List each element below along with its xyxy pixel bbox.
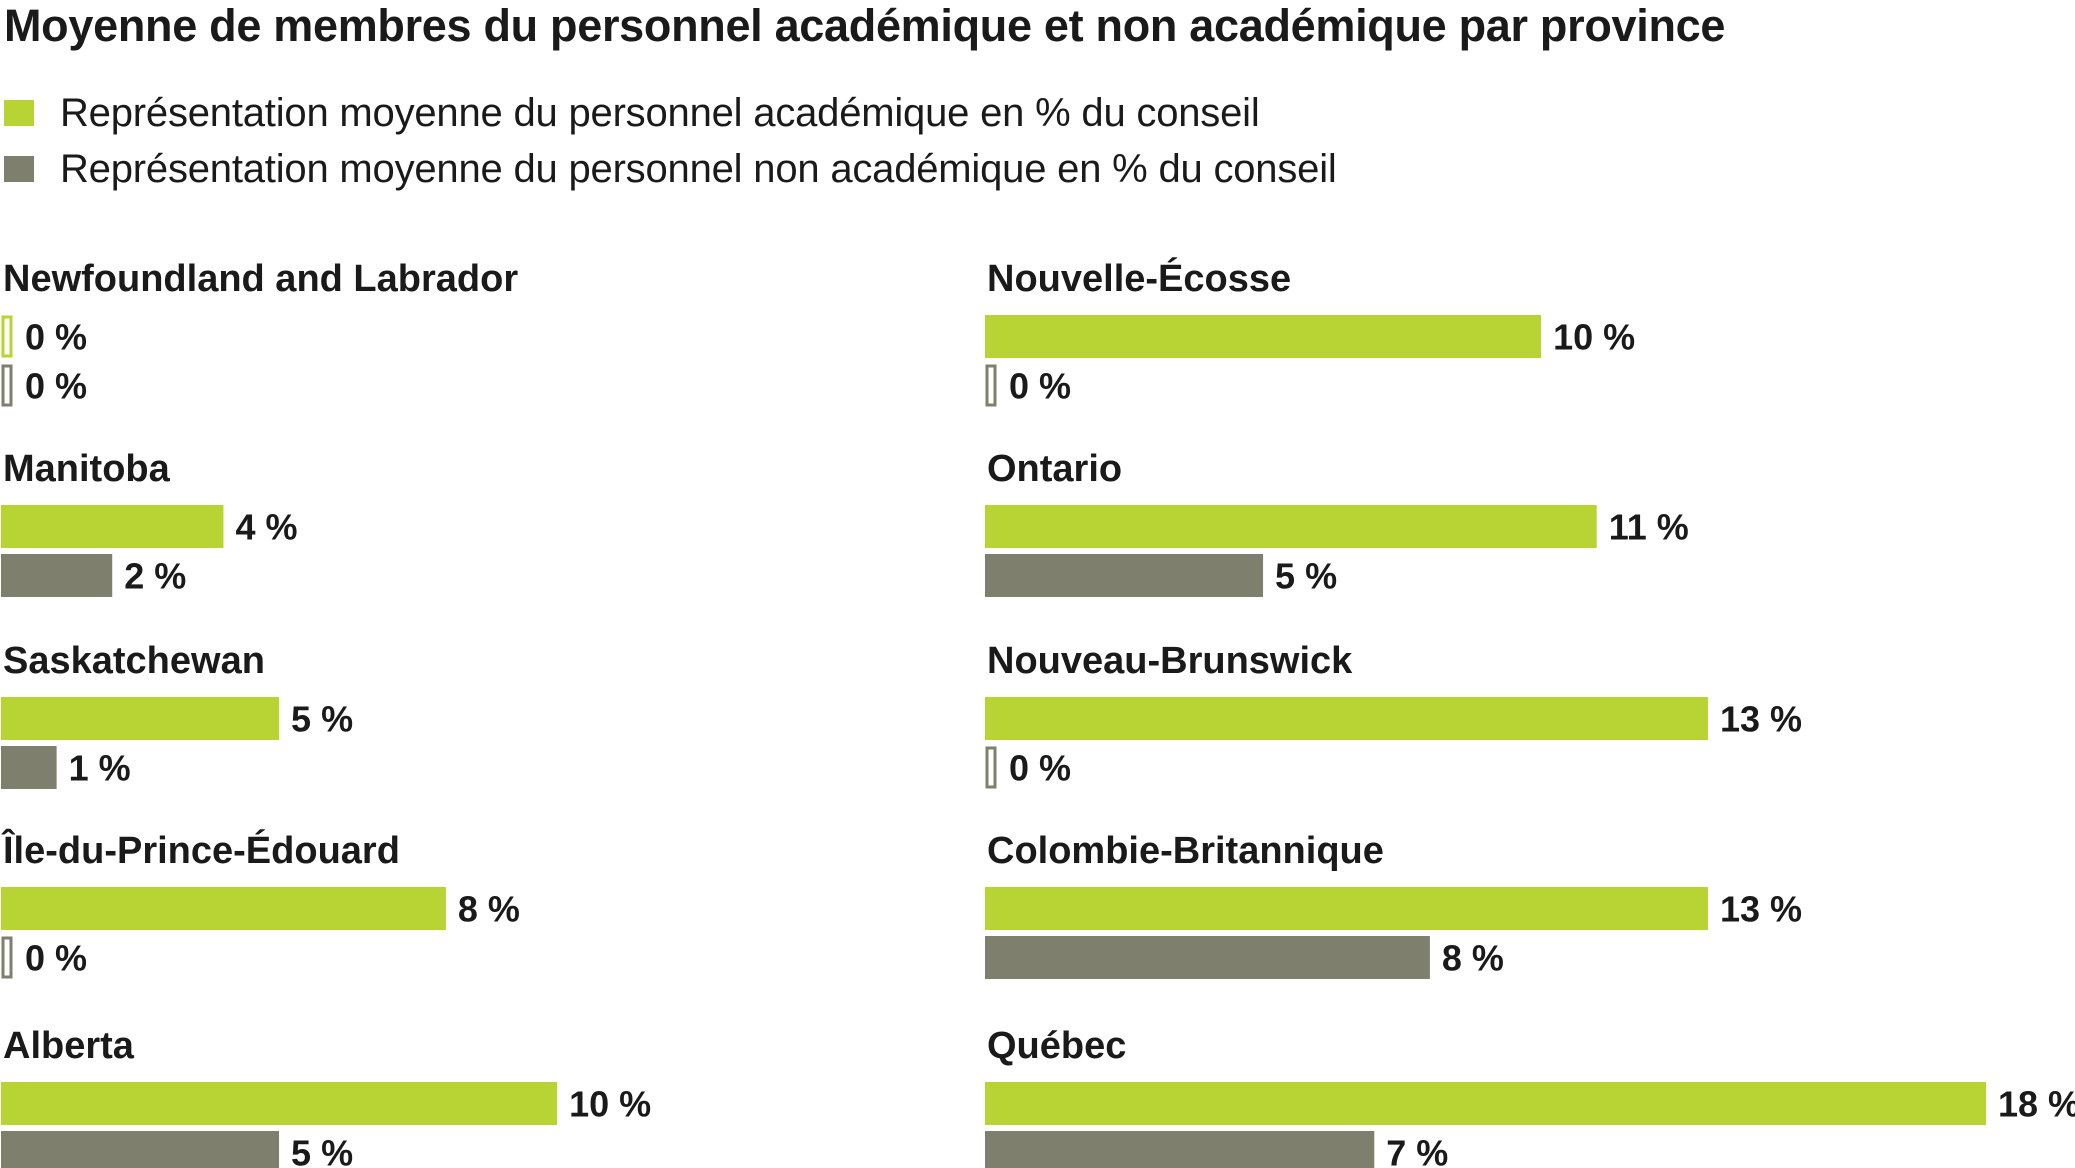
panel-2-nonacademic-bar	[1, 554, 113, 597]
panel-1-nonacademic-value-label: 0 %	[25, 366, 87, 407]
panel-3-nonacademic-value-label: 1 %	[69, 748, 131, 789]
panel-4-nonacademic-value-label: 0 %	[25, 938, 87, 979]
panel-10-nonacademic-bar	[985, 1131, 1375, 1168]
panel-2-nonacademic-value-label: 2 %	[124, 556, 186, 597]
panel-2-province-name: Manitoba	[3, 448, 171, 490]
panel-6-academic-bar	[985, 315, 1542, 358]
panel-7-academic-value-label: 11 %	[1609, 507, 1689, 548]
panel-9-province-name: Colombie-Britannique	[987, 830, 1384, 872]
panel-7-province-name: Ontario	[987, 448, 1122, 490]
legend-item-nonacademic: Représentation moyenne du personnel non …	[4, 141, 1337, 197]
panel-5-academic-value-label: 10 %	[569, 1084, 651, 1125]
panel-1-province-name: Newfoundland and Labrador	[3, 258, 518, 300]
legend-swatch-academic	[4, 100, 34, 126]
chart-title: Moyenne de membres du personnel académiq…	[4, 0, 1726, 51]
panel-3-province-name: Saskatchewan	[3, 640, 265, 682]
panel-1-academic-bar-empty	[1, 315, 13, 358]
panel-6-province-name: Nouvelle-Écosse	[987, 256, 1291, 300]
panel-9-academic-value-label: 13 %	[1720, 889, 1802, 930]
panel-10-province-name: Québec	[987, 1025, 1126, 1067]
panel-7-nonacademic-value-label: 5 %	[1275, 556, 1337, 597]
panel-7-nonacademic-bar	[985, 554, 1264, 597]
panel-3-academic-bar	[1, 697, 280, 740]
legend-swatch-nonacademic	[4, 156, 34, 182]
panel-5-nonacademic-value-label: 5 %	[291, 1133, 353, 1168]
panel-8-nonacademic-value-label: 0 %	[1009, 748, 1071, 789]
panel-3-academic-value-label: 5 %	[291, 699, 353, 740]
panel-5-province-name: Alberta	[3, 1025, 135, 1067]
panel-1-nonacademic-bar-empty	[1, 364, 13, 407]
panel-7-academic-bar	[985, 505, 1597, 548]
panel-8-academic-value-label: 13 %	[1720, 699, 1802, 740]
panel-4-academic-bar	[1, 887, 446, 930]
legend-label-academic: Représentation moyenne du personnel acad…	[60, 90, 1260, 135]
panel-8-province-name: Nouveau-Brunswick	[987, 640, 1353, 682]
panel-2-academic-value-label: 4 %	[235, 507, 297, 548]
panel-4-nonacademic-bar-empty	[1, 936, 13, 979]
panel-8-nonacademic-bar-empty	[985, 746, 997, 789]
panel-5-academic-bar	[1, 1082, 558, 1125]
panel-5-nonacademic-bar	[1, 1131, 280, 1168]
panel-8-academic-bar	[985, 697, 1708, 740]
panel-4-province-name: Île-du-Prince-Édouard	[1, 828, 400, 872]
panel-10-academic-bar	[985, 1082, 1986, 1125]
panel-10-academic-value-label: 18 %	[1998, 1084, 2075, 1125]
legend-label-nonacademic: Représentation moyenne du personnel non …	[60, 146, 1337, 191]
panel-9-nonacademic-value-label: 8 %	[1442, 938, 1504, 979]
legend-item-academic: Représentation moyenne du personnel acad…	[4, 85, 1337, 141]
panel-9-nonacademic-bar	[985, 936, 1430, 979]
panel-9-academic-bar	[985, 887, 1708, 930]
panel-6-academic-value-label: 10 %	[1553, 317, 1635, 358]
legend: Représentation moyenne du personnel acad…	[4, 85, 1337, 197]
panel-10-nonacademic-value-label: 7 %	[1386, 1133, 1448, 1168]
panel-1-academic-value-label: 0 %	[25, 317, 87, 358]
panel-3-nonacademic-bar	[1, 746, 57, 789]
panel-6-nonacademic-value-label: 0 %	[1009, 366, 1071, 407]
panel-4-academic-value-label: 8 %	[458, 889, 520, 930]
panel-2-academic-bar	[1, 505, 224, 548]
panel-6-nonacademic-bar-empty	[985, 364, 997, 407]
